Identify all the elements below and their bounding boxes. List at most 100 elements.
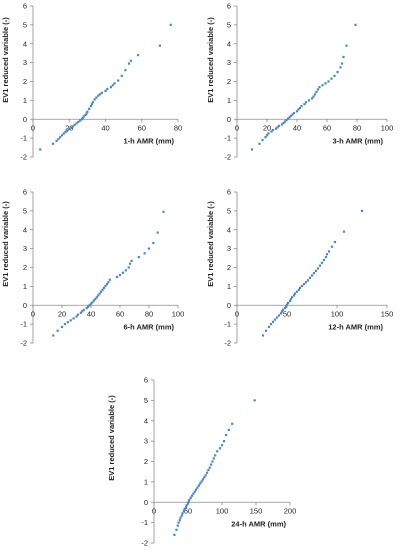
data-point — [339, 66, 342, 69]
data-point — [184, 506, 188, 509]
data-point — [227, 428, 230, 432]
y-tick-label: -2 — [20, 153, 27, 162]
data-point — [63, 323, 66, 326]
data-point — [284, 305, 288, 308]
data-point — [92, 299, 95, 302]
data-point — [322, 258, 326, 262]
data-point — [177, 521, 180, 524]
x-tick-label: 40 — [101, 123, 109, 132]
y-tick-label: -2 — [224, 153, 231, 162]
data-point — [100, 290, 103, 293]
data-point — [88, 107, 91, 110]
data-point — [203, 476, 206, 479]
data-point — [130, 259, 133, 262]
data-point — [87, 305, 90, 308]
data-point — [292, 294, 296, 297]
data-point — [75, 315, 78, 318]
data-point — [101, 288, 104, 291]
data-point — [298, 106, 302, 110]
data-point — [79, 311, 82, 314]
x-tick-label: 20 — [65, 123, 73, 132]
data-point — [320, 261, 324, 264]
data-point — [271, 320, 275, 323]
data-point — [95, 296, 98, 299]
data-point — [280, 310, 284, 313]
y-tick-label: 3 — [23, 244, 27, 253]
data-point — [220, 444, 224, 447]
data-point — [68, 127, 71, 131]
data-point — [258, 142, 261, 145]
data-point — [285, 303, 289, 306]
data-point — [222, 440, 226, 443]
data-point — [330, 77, 333, 80]
y-axis-title: EV1 reduced variable (-) — [206, 201, 215, 287]
data-point — [187, 500, 190, 503]
x-tick-label: 20 — [58, 309, 66, 318]
data-point — [85, 112, 88, 115]
data-point — [267, 325, 271, 329]
data-point — [197, 484, 200, 487]
y-tick-label: 0 — [144, 498, 148, 507]
data-point — [98, 292, 101, 295]
data-point — [212, 457, 215, 460]
data-point — [318, 86, 321, 89]
y-tick-label: 5 — [227, 206, 231, 215]
data-point — [193, 490, 196, 493]
data-point — [93, 98, 96, 101]
data-point — [75, 122, 78, 125]
data-point — [204, 474, 207, 477]
data-point — [312, 272, 316, 275]
x-tick-label: 0 — [235, 309, 239, 318]
data-point — [57, 137, 60, 141]
data-point — [324, 82, 327, 85]
data-point — [82, 115, 85, 118]
x-tick-label: 40 — [87, 309, 95, 318]
data-point — [214, 454, 217, 457]
data-point — [64, 130, 67, 134]
x-tick-label: 50 — [184, 506, 192, 515]
data-point — [282, 121, 285, 125]
data-point — [304, 281, 308, 284]
x-tick-label: 100 — [331, 309, 344, 318]
y-tick-label: 2 — [23, 77, 27, 86]
data-point — [90, 103, 94, 106]
y-tick-label: 2 — [23, 263, 27, 272]
x-tick-label: 100 — [381, 123, 394, 132]
data-point — [59, 136, 62, 139]
data-point — [56, 329, 59, 332]
data-point — [360, 209, 364, 212]
chart-24h: -2 -1 0 1 2 3 4 5 6 0 50 100 150 200 24-h AMR (mm) EV1 … — [107, 376, 296, 548]
data-point — [100, 91, 103, 94]
data-point — [307, 99, 311, 102]
y-tick-label: 1 — [227, 282, 231, 291]
data-point — [274, 127, 278, 130]
data-point — [325, 253, 329, 256]
data-point — [69, 126, 73, 129]
data-point — [108, 278, 111, 281]
data-point — [313, 93, 317, 96]
data-point — [176, 524, 179, 527]
x-tick-label: 0 — [31, 123, 35, 132]
y-axis-title: EV1 reduced variable (-) — [206, 17, 215, 103]
data-point — [62, 132, 65, 135]
data-point — [267, 132, 270, 135]
data-point — [195, 488, 198, 491]
y-tick-label: 6 — [227, 188, 231, 197]
x-axis-title: 6-h AMR (mm) — [123, 322, 174, 331]
data-point — [283, 306, 287, 310]
data-point — [97, 94, 100, 97]
data-point — [300, 104, 303, 108]
data-point — [111, 84, 114, 87]
x-tick-label: 0 — [152, 506, 156, 515]
data-point — [286, 117, 290, 120]
data-point — [104, 89, 107, 93]
data-point — [269, 323, 273, 326]
y-tick-label: 4 — [23, 39, 27, 48]
data-point — [84, 113, 87, 117]
data-point — [250, 148, 254, 151]
data-point — [321, 84, 324, 87]
data-point — [91, 301, 94, 304]
